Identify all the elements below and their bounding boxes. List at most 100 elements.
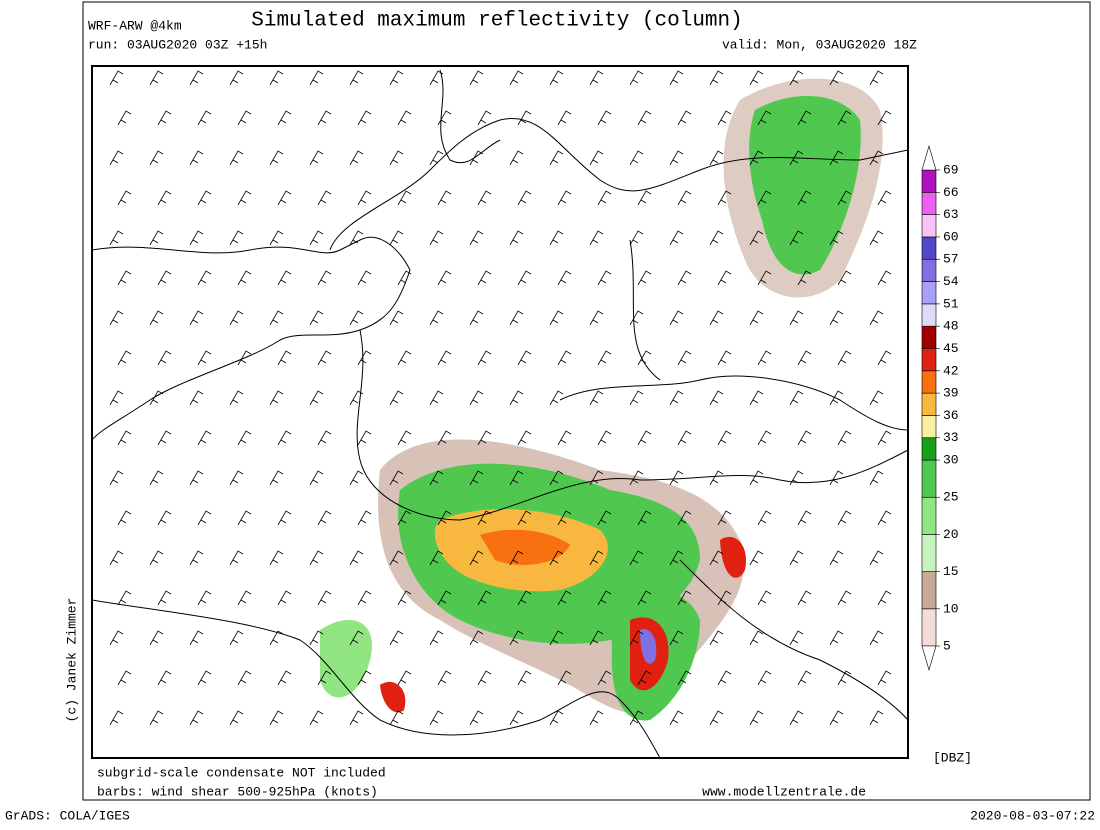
border <box>356 329 909 521</box>
wind-barb <box>389 70 404 86</box>
colorbar-label: 15 <box>943 564 959 579</box>
wind-barb <box>509 150 524 166</box>
wind-barb <box>677 190 692 206</box>
wind-barb <box>717 110 732 126</box>
wind-barb <box>149 150 164 166</box>
wind-barb <box>157 510 172 526</box>
wind-barb <box>637 510 652 526</box>
wind-barb <box>477 270 492 286</box>
wind-barb <box>837 590 852 606</box>
wind-barb <box>629 390 644 406</box>
wind-barb <box>277 190 292 206</box>
map-frame <box>91 65 909 759</box>
wind-barb <box>397 110 412 126</box>
wind-barb <box>837 110 852 126</box>
wind-barb <box>317 350 332 366</box>
wind-barb <box>117 350 132 366</box>
wind-barb <box>269 150 284 166</box>
colorbar-label: 10 <box>943 601 959 616</box>
wind-barb <box>877 430 892 446</box>
wind-barb <box>597 110 612 126</box>
wind-barb <box>469 710 484 726</box>
wind-barb <box>629 70 644 86</box>
colorbar-segment <box>921 169 937 193</box>
wind-barb <box>437 670 452 686</box>
wind-barb <box>709 390 724 406</box>
wind-barb <box>149 550 164 566</box>
wind-barb <box>437 590 452 606</box>
coastline <box>439 69 501 164</box>
wind-barb <box>189 70 204 86</box>
colorbar-unit: [DBZ] <box>933 750 972 765</box>
wind-barb <box>189 230 204 246</box>
wind-barb <box>629 230 644 246</box>
wind-barb <box>717 190 732 206</box>
wind-barb <box>269 630 284 646</box>
wind-barb <box>437 270 452 286</box>
wind-barb <box>389 710 404 726</box>
wind-barb <box>749 310 764 326</box>
colorbar-segment <box>921 571 937 610</box>
wind-barb <box>197 510 212 526</box>
wind-barb <box>517 430 532 446</box>
wind-barb <box>669 390 684 406</box>
colorbar-label: 39 <box>943 386 959 401</box>
wind-barb <box>669 230 684 246</box>
wind-barb <box>189 470 204 486</box>
wind-barb <box>269 310 284 326</box>
wind-barb <box>189 710 204 726</box>
wind-barb <box>757 510 772 526</box>
wind-barb <box>349 150 364 166</box>
wind-barb <box>269 70 284 86</box>
wind-barb <box>477 510 492 526</box>
wind-barb <box>349 310 364 326</box>
precip-area <box>720 536 746 578</box>
wind-barb <box>797 190 812 206</box>
wind-barb <box>749 710 764 726</box>
wind-barb <box>437 350 452 366</box>
wind-barb <box>397 270 412 286</box>
wind-barb <box>429 710 444 726</box>
wind-barb <box>397 670 412 686</box>
wind-barb <box>677 270 692 286</box>
wind-barb <box>829 630 844 646</box>
wind-barb <box>517 670 532 686</box>
wind-barb <box>869 70 884 86</box>
wind-barb <box>629 310 644 326</box>
wind-barb <box>437 110 452 126</box>
wind-barb <box>549 710 564 726</box>
wind-barb <box>237 190 252 206</box>
wind-barb <box>869 150 884 166</box>
precip-area <box>380 681 406 713</box>
wind-barb <box>269 230 284 246</box>
colorbar-label: 60 <box>943 229 959 244</box>
wind-barb <box>477 430 492 446</box>
wind-barb <box>597 190 612 206</box>
wind-barb <box>517 510 532 526</box>
footer-barbs: barbs: wind shear 500-925hPa (knots) <box>97 784 378 799</box>
wind-barb <box>757 350 772 366</box>
wind-barb <box>317 190 332 206</box>
wind-barb <box>269 470 284 486</box>
wind-barb <box>469 230 484 246</box>
wind-barb <box>829 150 844 166</box>
colorbar-label: 20 <box>943 527 959 542</box>
wind-barb <box>869 710 884 726</box>
wind-barb <box>477 590 492 606</box>
wind-barb <box>837 190 852 206</box>
wind-barb <box>477 350 492 366</box>
wind-barb <box>877 270 892 286</box>
wind-barb <box>549 630 564 646</box>
wind-barb <box>869 470 884 486</box>
wind-barb <box>669 550 684 566</box>
colorbar-label: 51 <box>943 296 959 311</box>
wind-barb <box>349 550 364 566</box>
wind-barb <box>637 350 652 366</box>
wind-barb <box>349 70 364 86</box>
wind-barb <box>117 270 132 286</box>
wind-barb <box>117 190 132 206</box>
wind-barb <box>797 670 812 686</box>
wind-barb <box>349 710 364 726</box>
wind-barb <box>109 310 124 326</box>
wind-barb <box>597 270 612 286</box>
